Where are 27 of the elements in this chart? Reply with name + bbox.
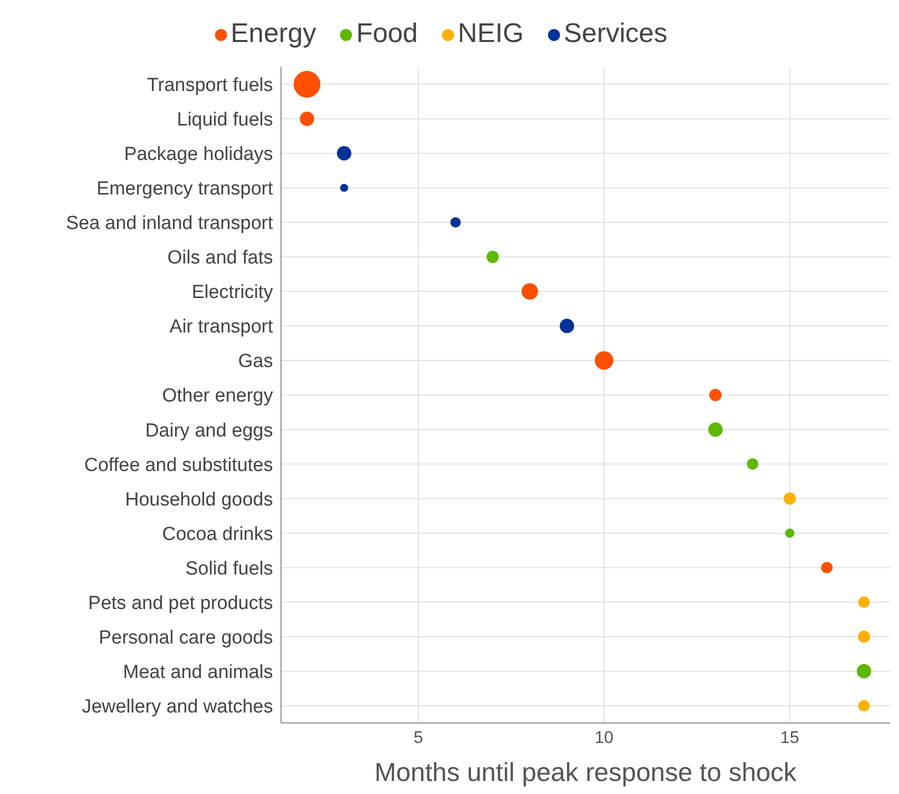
y-tick-label: Solid fuels: [185, 558, 273, 580]
legend-label: Services: [564, 18, 668, 48]
y-tick-label: Pets and pet products: [88, 592, 273, 614]
x-tick-label: 10: [594, 728, 614, 748]
y-tick-label: Personal care goods: [98, 627, 273, 648]
y-tick-label: Household goods: [125, 489, 273, 510]
y-tick-label: Emergency transport: [96, 178, 274, 200]
x-tick-label: 15: [780, 728, 800, 748]
x-axis-title: Months until peak response to shock: [374, 757, 798, 787]
legend-label: Energy: [230, 18, 316, 48]
y-tick-label: Electricity: [192, 282, 274, 304]
y-tick-label: Transport fuels: [146, 75, 273, 96]
y-tick-label: Other energy: [162, 386, 274, 407]
y-tick-label: Oils and fats: [167, 248, 273, 269]
y-tick-label: Cocoa drinks: [162, 524, 273, 545]
y-tick-label: Air transport: [170, 316, 274, 338]
y-tick-label: Meat and animals: [123, 662, 273, 683]
y-tick-label: Gas: [238, 351, 273, 372]
y-tick-label: Dairy and eggs: [145, 420, 273, 442]
y-tick-label: Sea and inland transport: [66, 213, 274, 234]
y-tick-label: Liquid fuels: [176, 110, 273, 131]
y-tick-label: Package holidays: [124, 144, 273, 166]
legend-label: NEIG: [458, 18, 524, 48]
y-tick-label: Jewellery and watches: [82, 696, 273, 718]
x-tick-label: 5: [414, 728, 424, 748]
legend-label: Food: [356, 18, 418, 48]
y-tick-label: Coffee and substitutes: [84, 454, 273, 476]
